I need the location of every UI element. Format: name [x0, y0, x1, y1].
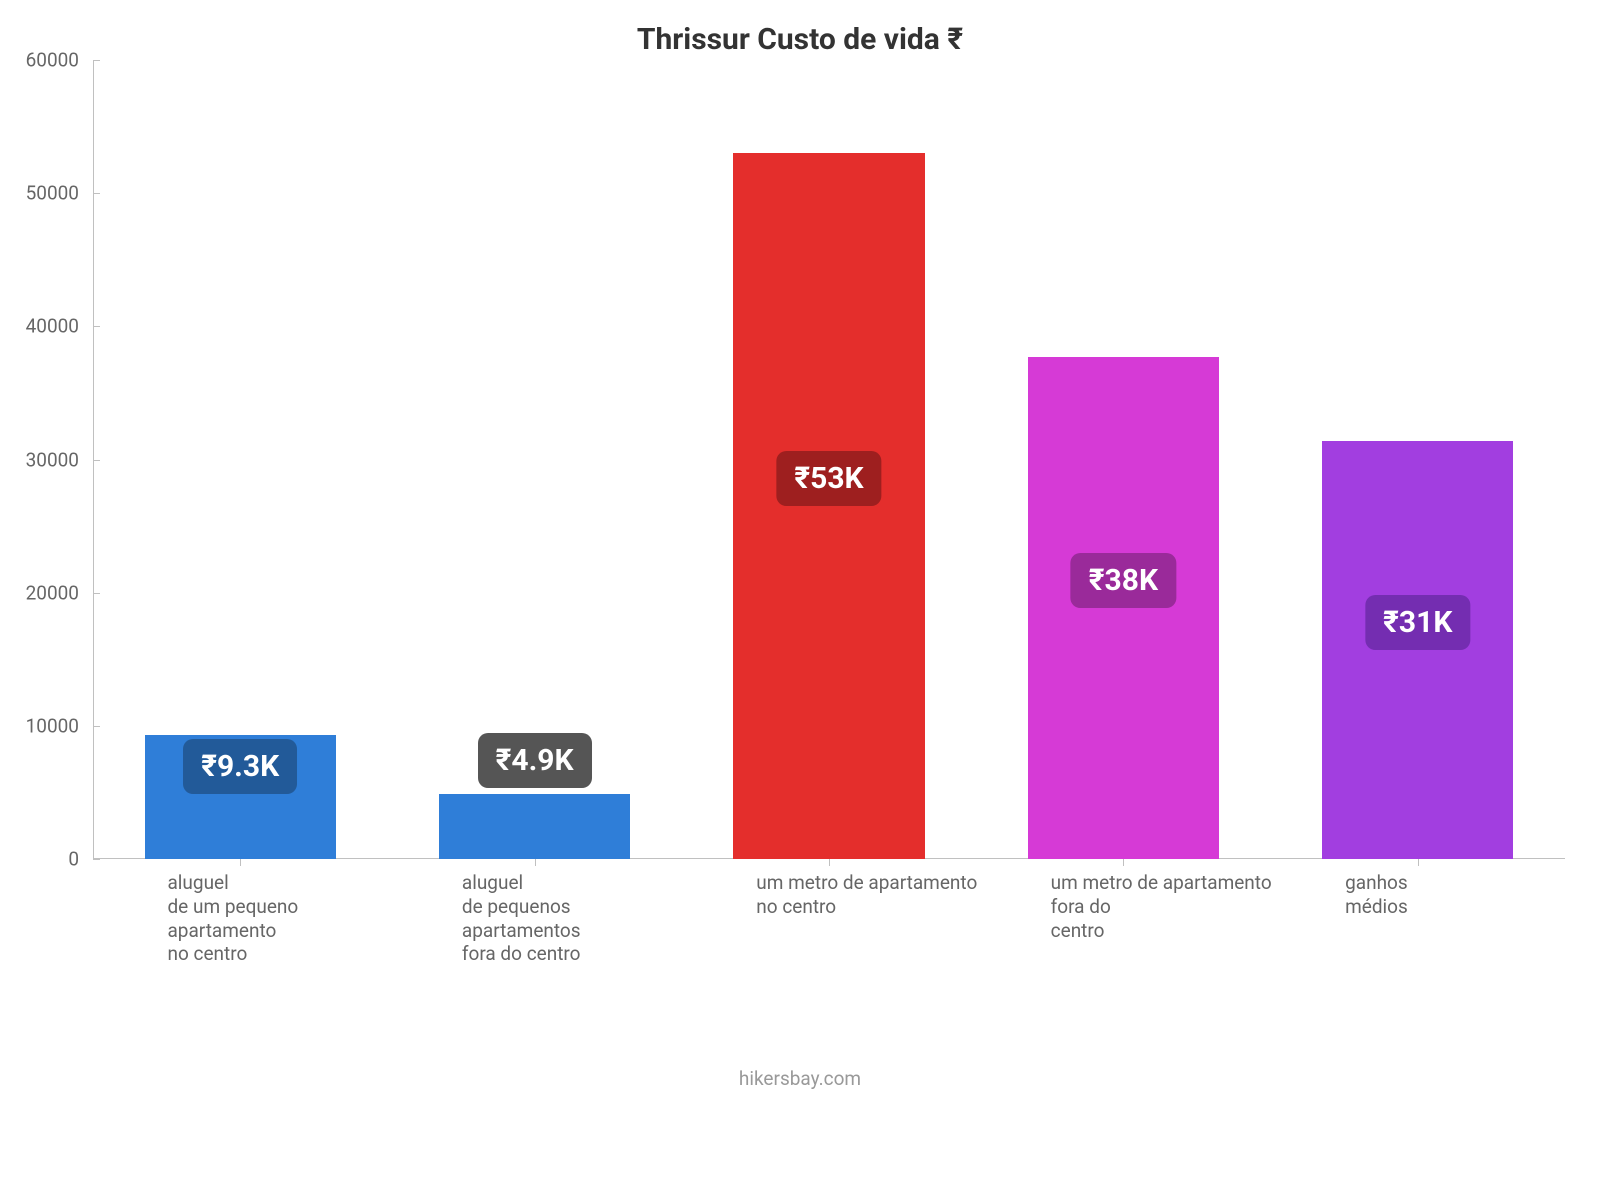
y-tick-label: 40000	[26, 315, 79, 338]
chart-title: Thrissur Custo de vida ₹	[0, 22, 1600, 57]
value-badge: ₹38K	[1071, 553, 1176, 608]
x-tick	[1418, 859, 1419, 866]
plot-area: 0100002000030000400005000060000₹9.3Kalug…	[93, 60, 1565, 859]
y-tick	[93, 326, 100, 327]
x-tick-label: aluguel de pequenos apartamentos fora do…	[462, 871, 581, 966]
chart-container: Thrissur Custo de vida ₹ 010000200003000…	[0, 0, 1600, 1200]
y-tick	[93, 193, 100, 194]
x-tick	[240, 859, 241, 866]
y-tick-label: 50000	[26, 182, 79, 205]
y-tick	[93, 593, 100, 594]
x-tick-label: um metro de apartamento fora do centro	[1051, 871, 1272, 942]
y-tick	[93, 60, 100, 61]
value-badge: ₹9.3K	[183, 739, 297, 794]
bar: ₹38K	[1028, 357, 1219, 859]
x-tick	[1123, 859, 1124, 866]
y-tick-label: 0	[68, 848, 79, 871]
bar: ₹4.9K	[439, 794, 630, 859]
y-tick-label: 60000	[26, 49, 79, 72]
x-tick	[829, 859, 830, 866]
y-tick-label: 10000	[26, 714, 79, 737]
y-tick	[93, 859, 100, 860]
value-badge: ₹53K	[776, 451, 881, 506]
y-tick-label: 20000	[26, 581, 79, 604]
y-tick	[93, 726, 100, 727]
value-badge: ₹31K	[1365, 595, 1470, 650]
bar: ₹53K	[733, 153, 924, 859]
y-tick	[93, 460, 100, 461]
bar: ₹31K	[1322, 441, 1513, 859]
bar: ₹9.3K	[145, 735, 336, 859]
x-tick-label: ganhos médios	[1345, 871, 1408, 919]
y-tick-label: 30000	[26, 448, 79, 471]
x-tick-label: aluguel de um pequeno apartamento no cen…	[167, 871, 298, 966]
value-badge: ₹4.9K	[478, 733, 592, 788]
x-tick	[535, 859, 536, 866]
chart-source: hikersbay.com	[0, 1067, 1600, 1090]
x-tick-label: um metro de apartamento no centro	[756, 871, 977, 919]
